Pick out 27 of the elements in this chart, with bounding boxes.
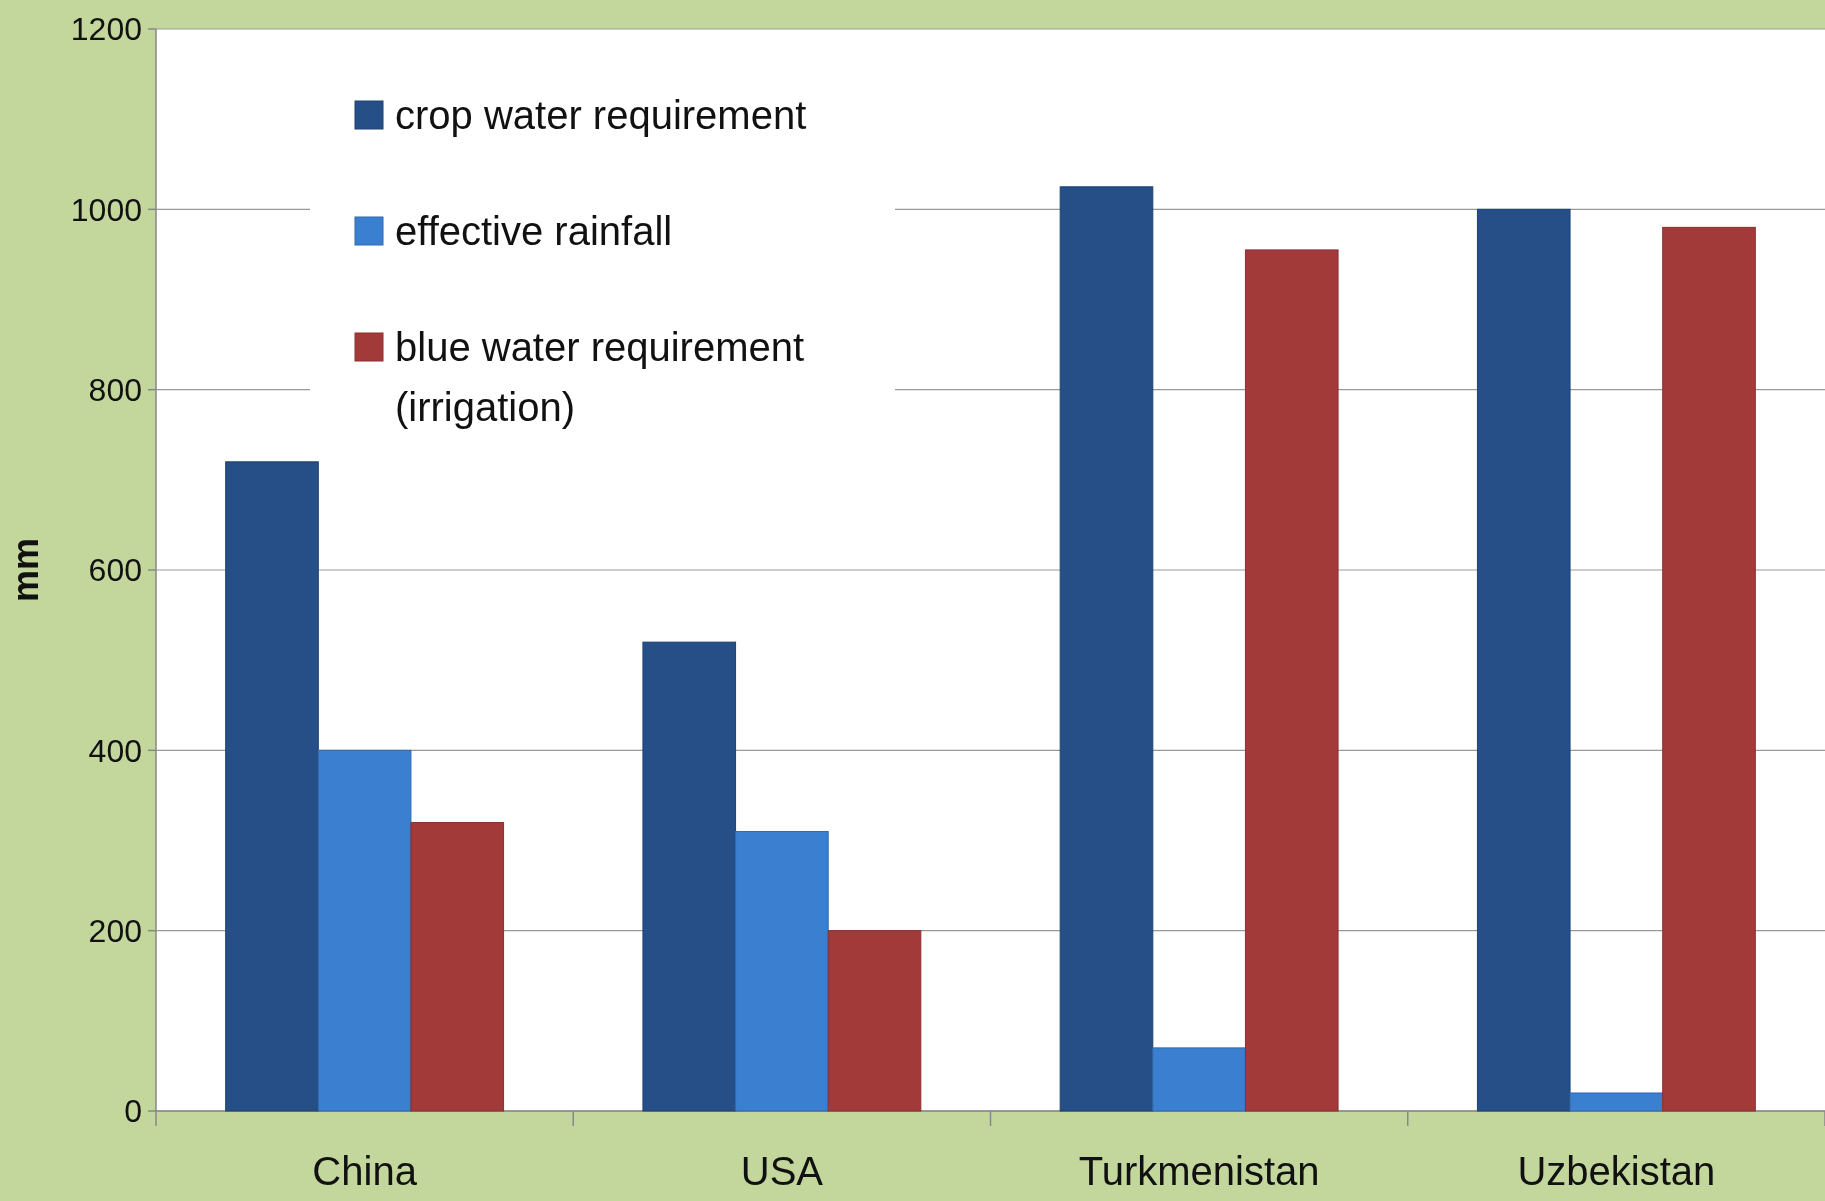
bar xyxy=(317,749,412,1112)
y-axis-title: mm xyxy=(5,537,46,603)
y-tick-label: 600 xyxy=(88,552,142,589)
bar xyxy=(827,930,922,1112)
y-tick-label: 200 xyxy=(88,912,142,949)
y-tick-label: 1200 xyxy=(70,11,142,48)
bar xyxy=(1569,1092,1664,1112)
x-tick-label: USA xyxy=(740,1149,824,1193)
y-tick-label: 1000 xyxy=(70,191,142,228)
bar xyxy=(1152,1047,1246,1112)
y-tick-label: 400 xyxy=(88,732,142,769)
y-tick-label: 800 xyxy=(88,371,142,408)
bar xyxy=(225,461,319,1112)
bar xyxy=(1244,249,1339,1112)
legend-label: crop water requirement xyxy=(395,93,807,137)
bar xyxy=(735,830,829,1112)
x-tick-label: China xyxy=(312,1149,418,1193)
legend-label: effective rainfall xyxy=(395,209,673,253)
x-tick-label: Uzbekistan xyxy=(1517,1149,1716,1193)
y-tick-label: 0 xyxy=(124,1093,142,1130)
bar xyxy=(1059,186,1154,1112)
bar xyxy=(642,641,737,1112)
bar xyxy=(1662,226,1756,1112)
bar xyxy=(1476,208,1571,1112)
bar xyxy=(410,821,505,1112)
x-tick-label: Turkmenistan xyxy=(1078,1149,1320,1193)
legend-label: blue water requirement (irrigation) xyxy=(395,325,805,429)
